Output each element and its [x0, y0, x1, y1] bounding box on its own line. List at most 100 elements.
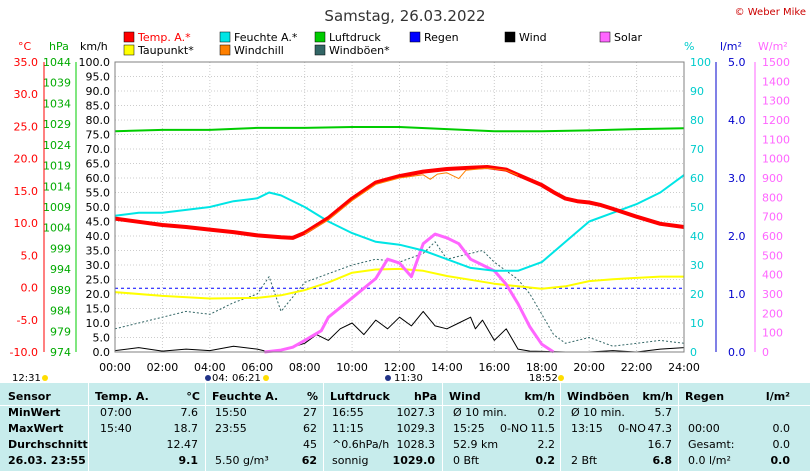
- legend-swatch: [123, 31, 135, 43]
- tick-label-pct: 80: [690, 114, 704, 127]
- legend-swatch: [219, 31, 231, 43]
- unit-temp: °C: [18, 40, 32, 53]
- legend-swatch: [219, 44, 231, 56]
- table-cell: 15:25: [453, 422, 485, 435]
- series-line-windb-en-: [114, 241, 685, 347]
- tick-label-hpa: 994: [50, 263, 71, 276]
- table-cell: ^0.6hPa/h: [332, 438, 390, 451]
- sunrise-icon: [263, 375, 269, 381]
- moon-icon: [205, 375, 211, 381]
- table-col-separator: [323, 383, 324, 471]
- tick-label-lm2: 2.0: [728, 230, 746, 243]
- tick-label-kmh: 30.0: [86, 259, 111, 272]
- tick-label-pct: 100: [690, 56, 711, 69]
- tick-label-wm2: 300: [762, 288, 783, 301]
- x-tick-label: 20:00: [573, 361, 605, 374]
- table-header: l/m²: [765, 390, 790, 403]
- table-cell: 0 Bft: [453, 454, 480, 467]
- table-row-label: Durchschnitt: [8, 438, 88, 451]
- table-cell: 12.47: [166, 438, 199, 451]
- tick-label-kmh: 90.0: [86, 85, 111, 98]
- legend-label: Regen: [424, 31, 459, 44]
- tick-label-kmh: 5.0: [93, 332, 111, 345]
- tick-label-kmh: 25.0: [86, 274, 111, 287]
- series-line-luftdruck: [114, 126, 685, 133]
- tick-label-wm2: 100: [762, 327, 783, 340]
- tick-label-lm2: 5.0: [728, 56, 746, 69]
- tick-label-kmh: 100.0: [79, 56, 111, 69]
- tick-label-hpa: 1009: [43, 201, 71, 214]
- table-cell: 15:50: [215, 406, 247, 419]
- moonset-time: 11:30: [394, 373, 423, 383]
- table-cell: 13:15: [571, 422, 603, 435]
- table-cell: 1029.3: [396, 422, 436, 435]
- tick-label-wm2: 1400: [762, 75, 790, 88]
- tick-label-temp: 35.0: [14, 56, 39, 69]
- tick-label-pct: 20: [690, 288, 704, 301]
- tick-label-wm2: 1200: [762, 114, 790, 127]
- x-tick-label: 04:00: [194, 361, 226, 374]
- weather-chart: Samstag, 26.03.2022 © Weber Mike Temp. A…: [10, 7, 806, 383]
- tick-label-kmh: 75.0: [86, 129, 111, 142]
- table-cell: 62: [301, 454, 317, 467]
- tick-label-kmh: 85.0: [86, 100, 111, 113]
- tick-label-hpa: 984: [50, 305, 71, 318]
- tick-label-temp: 30.0: [14, 88, 39, 101]
- tick-label-pct: 0: [690, 346, 697, 359]
- table-cell: 62: [303, 422, 317, 435]
- table-cell: 16.7: [647, 438, 673, 451]
- legend-swatch: [409, 31, 421, 43]
- table-cell: 47.3: [647, 422, 673, 435]
- table-header: Regen: [685, 390, 725, 403]
- table-header: Windböen: [567, 390, 630, 403]
- table-cell: 1027.3: [396, 406, 436, 419]
- table-header: °C: [186, 390, 200, 403]
- tick-label-kmh: 95.0: [86, 71, 111, 84]
- tick-label-hpa: 1014: [43, 180, 71, 193]
- unit-wm2: W/m²: [758, 40, 788, 53]
- table-cell: 0.0: [770, 454, 791, 467]
- unit-hpa: hPa: [49, 40, 69, 53]
- tick-label-wm2: 1300: [762, 95, 790, 108]
- tick-label-pct: 40: [690, 230, 704, 243]
- table-cell: 0-NO: [618, 422, 646, 435]
- tick-label-hpa: 1019: [43, 160, 71, 173]
- tick-label-temp: 10.0: [14, 217, 39, 230]
- unit-pct: %: [684, 40, 694, 53]
- table-row-separator: [0, 405, 810, 406]
- table-cell: 0.2: [537, 406, 556, 419]
- table-cell: 7.6: [180, 406, 199, 419]
- x-tick-label: 22:00: [621, 361, 653, 374]
- table-col-separator: [205, 383, 206, 471]
- tick-label-pct: 10: [690, 317, 704, 330]
- tick-label-kmh: 70.0: [86, 143, 111, 156]
- tick-label-lm2: 1.0: [728, 288, 746, 301]
- tick-label-hpa: 1004: [43, 222, 71, 235]
- tick-label-pct: 70: [690, 143, 704, 156]
- tick-label-hpa: 1039: [43, 77, 71, 90]
- tick-label-wm2: 400: [762, 269, 783, 282]
- series-line-feuchte-a-: [114, 174, 685, 272]
- table-row-label: MaxWert: [8, 422, 64, 435]
- table-col-separator: [560, 383, 561, 471]
- tick-label-temp: -10.0: [10, 346, 38, 359]
- x-tick-label: 14:00: [431, 361, 463, 374]
- copyright-label: © Weber Mike: [735, 7, 806, 18]
- table-cell: Gesamt:: [688, 438, 735, 451]
- x-tick-label: 00:00: [99, 361, 131, 374]
- table-header: %: [306, 390, 318, 403]
- axis-unit-labels: °C hPa km/h % l/m² W/m²: [18, 40, 788, 53]
- table-cell: 1029.0: [392, 454, 435, 467]
- table-cell: 23:55: [215, 422, 247, 435]
- table-cell: 0.0: [772, 438, 791, 451]
- tick-label-hpa: 1024: [43, 139, 71, 152]
- x-tick-label: 18:00: [526, 361, 558, 374]
- tick-label-kmh: 20.0: [86, 288, 111, 301]
- legend: Temp. A.* Feuchte A.* Luftdruck Regen Wind So…: [123, 31, 643, 57]
- moon-left-label: 04:: [212, 373, 228, 383]
- table-cell: 5.7: [654, 406, 673, 419]
- tick-label-kmh: 65.0: [86, 158, 111, 171]
- tick-label-pct: 60: [690, 172, 704, 185]
- x-tick-label: 06:00: [241, 361, 273, 374]
- tick-label-wm2: 600: [762, 230, 783, 243]
